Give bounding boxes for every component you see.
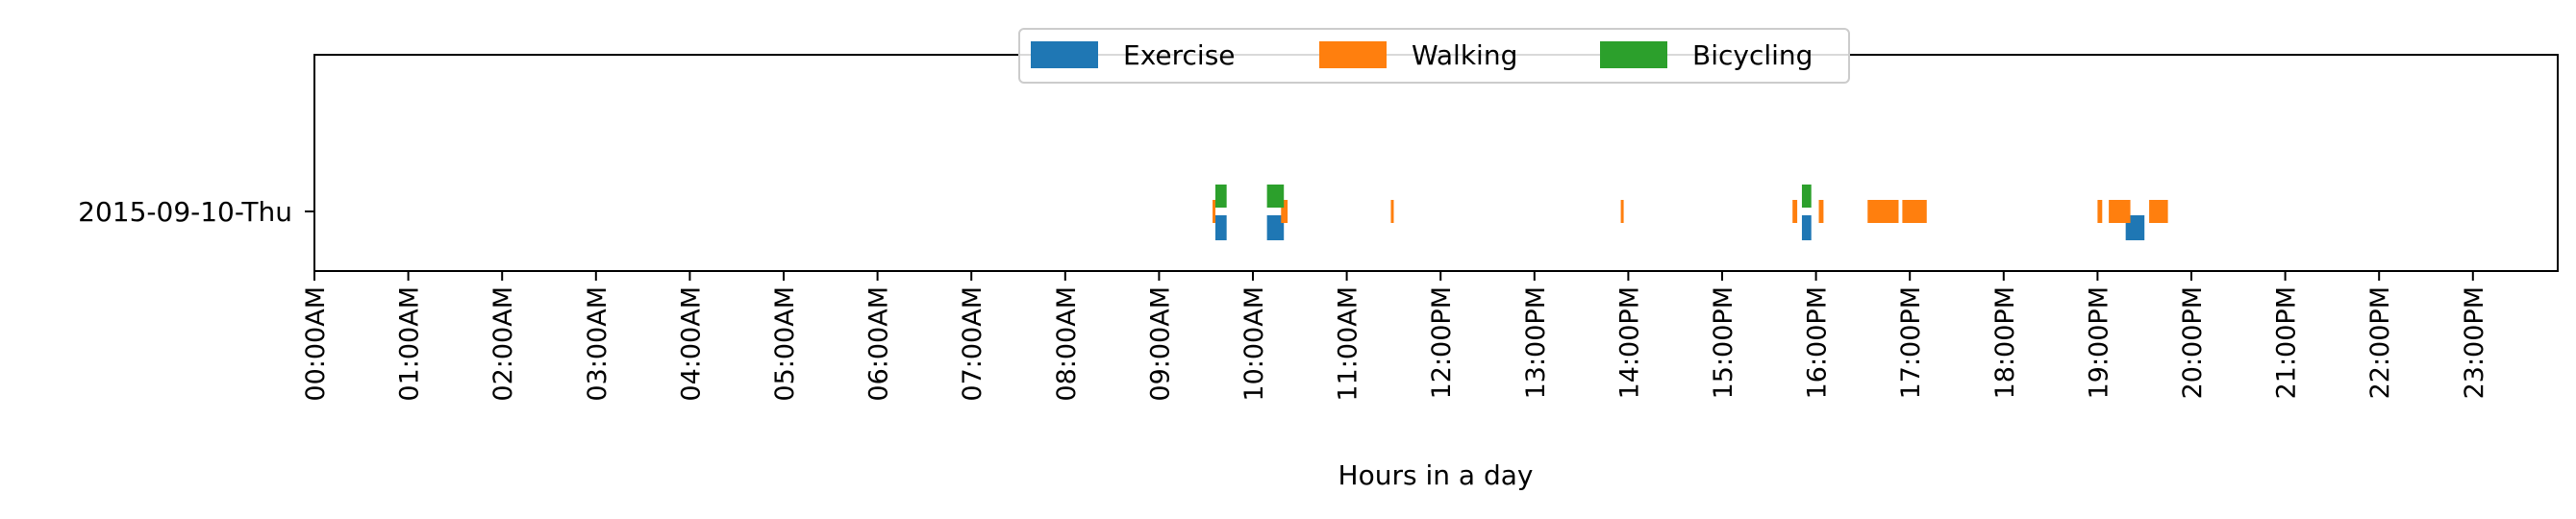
- x-tick-label: 07:00AM: [958, 286, 988, 402]
- activity-bars: [1213, 185, 2168, 240]
- legend-label-exercise: Exercise: [1123, 39, 1236, 71]
- walking-interval-bar: [1281, 200, 1288, 223]
- x-tick-label: 00:00AM: [301, 286, 331, 402]
- legend-swatch-exercise: [1031, 41, 1098, 68]
- x-tick-label: 17:00PM: [1896, 286, 1926, 399]
- x-tick-label: 03:00AM: [583, 286, 613, 402]
- x-tick-label: 20:00PM: [2178, 286, 2208, 399]
- legend-swatch-walking: [1319, 41, 1387, 68]
- legend-swatch-bicycling: [1600, 41, 1667, 68]
- x-tick-label: 14:00PM: [1614, 286, 1644, 399]
- x-tick-label: 21:00PM: [2272, 286, 2302, 399]
- x-tick-label: 18:00PM: [1990, 286, 2020, 399]
- x-axis-ticks: 00:00AM 01:00AM 02:00AM 03:00AM 04:00AM 05:00…: [301, 271, 2489, 402]
- walking-interval-bar: [1867, 200, 1899, 223]
- x-tick-label: 08:00AM: [1052, 286, 1082, 402]
- x-tick-label: 22:00PM: [2365, 286, 2395, 399]
- walking-interval-bar: [2149, 200, 2168, 223]
- x-tick-label: 09:00AM: [1145, 286, 1175, 402]
- exercise-interval-bar: [1266, 215, 1285, 240]
- x-tick-label: 23:00PM: [2460, 286, 2489, 399]
- legend-items: Exercise Walking Bicycling: [1031, 39, 1813, 71]
- exercise-interval-bar: [1214, 215, 1227, 240]
- exercise-interval-bar: [1801, 215, 1812, 240]
- walking-interval-bar: [1213, 200, 1216, 223]
- bicycling-interval-bar: [1801, 185, 1812, 208]
- x-tick-label: 11:00AM: [1334, 286, 1363, 402]
- x-tick-label: 13:00PM: [1521, 286, 1551, 399]
- x-tick-label: 12:00PM: [1427, 286, 1457, 399]
- x-tick-label: 02:00AM: [488, 286, 518, 402]
- walking-interval-bar: [1818, 200, 1824, 223]
- walking-interval-bar: [1620, 200, 1624, 223]
- x-tick-label: 06:00AM: [864, 286, 894, 402]
- bicycling-interval-bar: [1266, 185, 1285, 208]
- x-tick-label: 04:00AM: [676, 286, 706, 402]
- x-tick-label: 15:00PM: [1709, 286, 1738, 399]
- walking-interval-bar: [2109, 200, 2131, 223]
- walking-interval-bar: [2097, 200, 2103, 223]
- plot-area: [313, 54, 2559, 272]
- legend-label-bicycling: Bicycling: [1692, 39, 1813, 71]
- x-tick-label: 10:00AM: [1239, 286, 1269, 402]
- walking-interval-bar: [1902, 200, 1927, 223]
- x-tick-label: 16:00PM: [1803, 286, 1833, 399]
- x-tick-label: 05:00AM: [770, 286, 800, 402]
- bicycling-interval-bar: [1214, 185, 1227, 208]
- x-tick-label: 19:00PM: [2084, 286, 2113, 399]
- x-tick-label: 01:00AM: [395, 286, 425, 402]
- walking-interval-bar: [1792, 200, 1798, 223]
- legend: Exercise Walking Bicycling: [1018, 28, 1850, 84]
- row-label: 2015-09-10-Thu: [78, 196, 292, 228]
- walking-interval-bar: [1390, 200, 1394, 223]
- legend-label-walking: Walking: [1412, 39, 1517, 71]
- x-axis-label: Hours in a day: [1338, 459, 1534, 491]
